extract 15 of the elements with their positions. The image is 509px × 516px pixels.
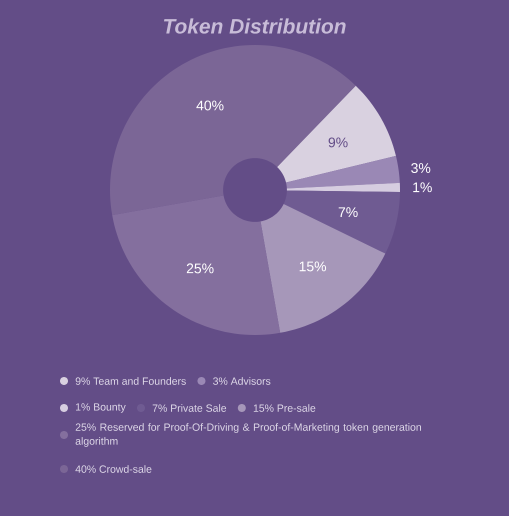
legend-label: 15% Pre-sale: [254, 404, 316, 412]
data-label: 25%: [186, 263, 214, 274]
data-label: 40%: [196, 100, 224, 110]
legend-label: 1% Bounty: [76, 403, 126, 413]
data-label: 1%: [413, 182, 432, 192]
legend-label: 7% Private Sale: [152, 404, 226, 412]
data-label: 3%: [411, 163, 430, 174]
data-label: 9%: [328, 137, 348, 148]
data-label: 7%: [338, 207, 358, 218]
legend-label: 9% Team and Founders: [76, 377, 186, 385]
legend-label: 40% Crowd-sale: [75, 465, 152, 473]
chart-title: Token Distribution: [164, 18, 346, 34]
legend-label: 3% Advisors: [213, 377, 270, 385]
data-label: 15%: [300, 262, 326, 272]
legend-label: 25% Reserved for Proof-Of-Driving & Proof-of-Marketing token generation algorithm: [76, 423, 421, 447]
